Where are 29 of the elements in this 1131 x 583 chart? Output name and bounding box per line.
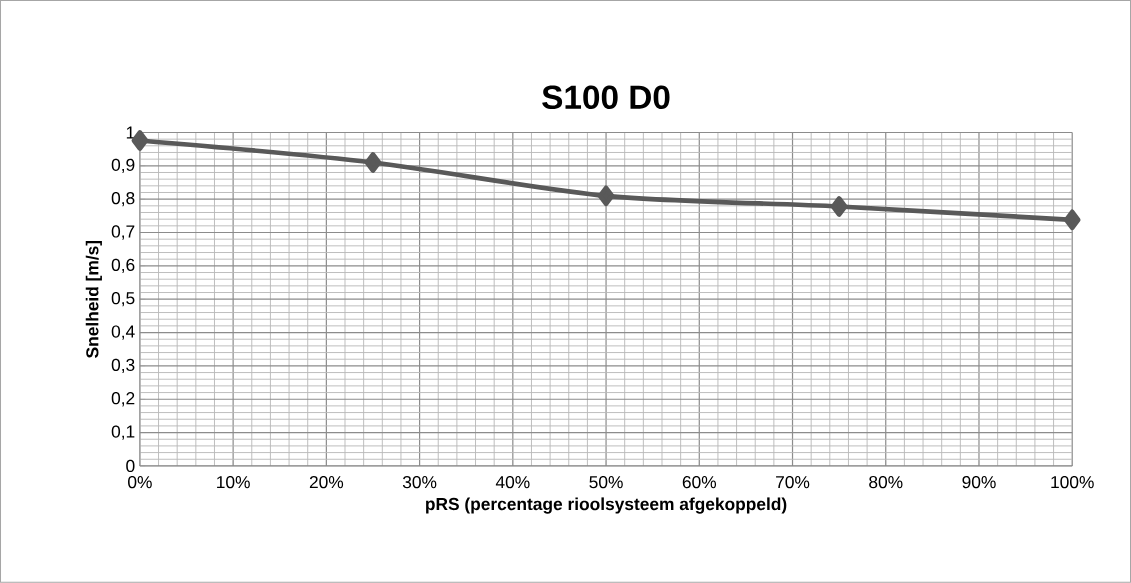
x-tick-label: 30% [402,476,437,489]
y-tick-label: 0,6 [111,258,135,274]
x-tick-label: 80% [869,476,903,489]
x-tick-label: 50% [589,476,623,489]
y-tick-label: 0,8 [111,192,135,207]
y-tick-label: 1 [126,126,135,139]
y-tick-label: 0,5 [111,292,135,307]
x-tick-label: 100% [1051,476,1094,489]
x-tick-label: 10% [217,476,250,489]
y-tick-label: 0,7 [111,225,135,240]
y-axis-title: Snelheid [m/s] [85,241,102,359]
x-tick-label: 90% [962,476,996,489]
y-tick-label: 0,3 [111,358,135,374]
point [1063,209,1081,231]
y-tick-label: 0,2 [111,392,135,407]
x-tick-label: 20% [309,476,344,489]
x-tick-label: 60% [682,476,717,489]
y-tick-label: 0,9 [111,158,135,174]
x-tick-label: 40% [495,476,530,489]
x-tick-label: 0% [128,476,152,489]
point [830,196,848,217]
chart-title: S100 D0 [542,85,670,110]
y-tick-label: 0,4 [111,325,135,340]
point [364,152,382,173]
point [597,185,615,207]
x-axis-title: pRS (percentage rioolsysteem afgekoppeld) [426,497,787,514]
y-tick-label: 0,1 [111,425,135,440]
x-tick-label: 70% [776,476,810,489]
y-tick-label: 0 [126,459,135,473]
